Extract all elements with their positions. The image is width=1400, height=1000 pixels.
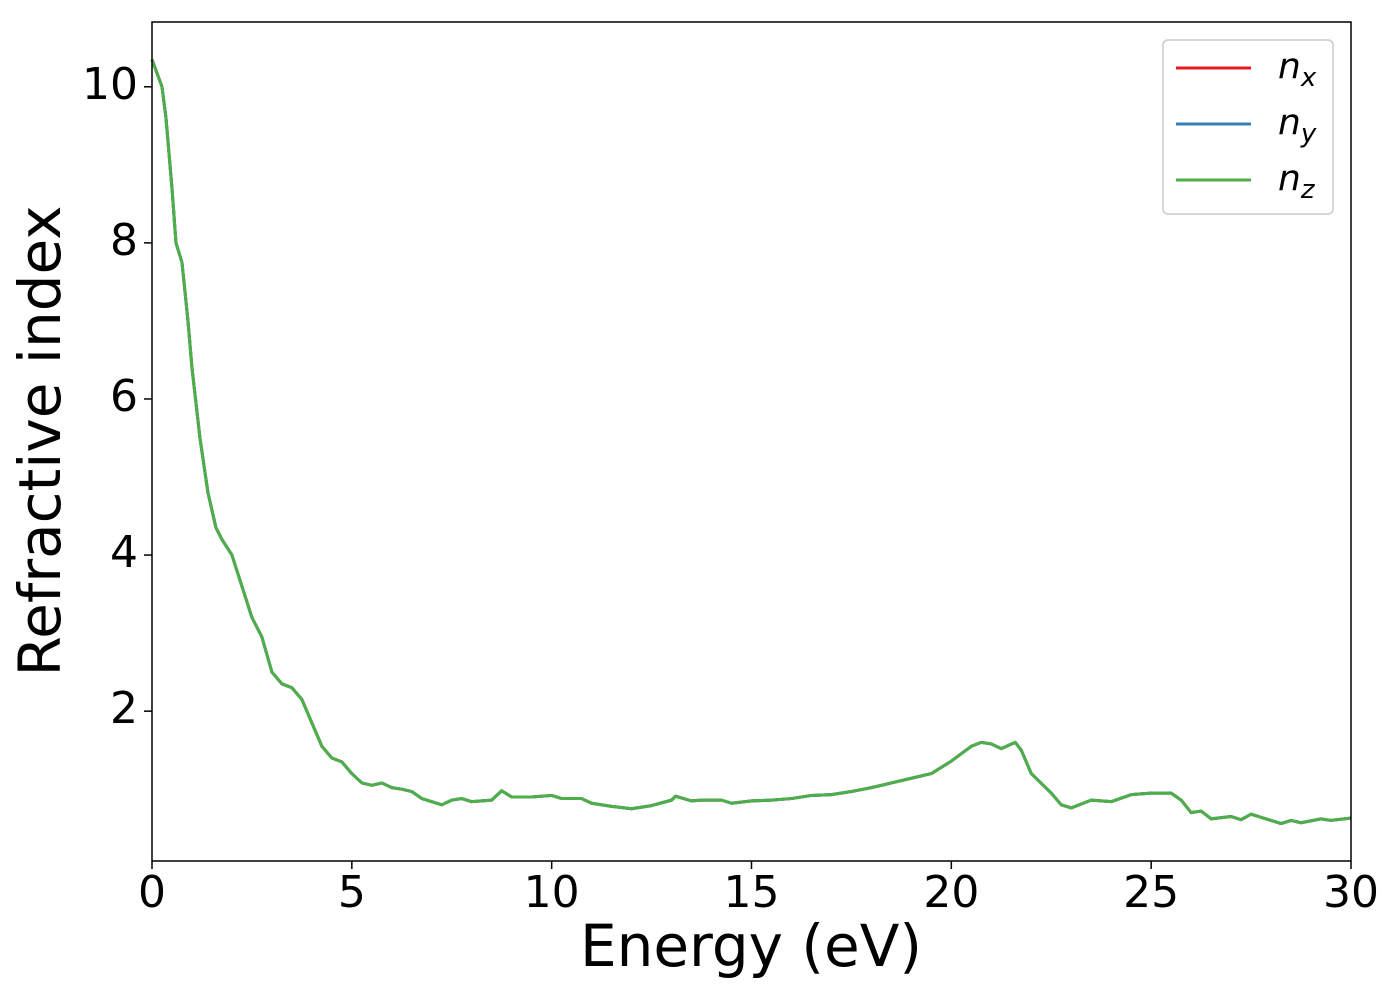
x-tick-label: 10 xyxy=(524,867,580,918)
x-tick-label: 5 xyxy=(338,867,366,918)
y-tick-label: 6 xyxy=(110,371,138,422)
x-tick-label: 0 xyxy=(138,867,166,918)
y-axis-label: Refractive index xyxy=(6,205,74,676)
x-axis-label: Energy (eV) xyxy=(580,912,922,980)
x-tick-label: 20 xyxy=(923,867,979,918)
y-tick-label: 10 xyxy=(82,59,138,110)
y-tick-label: 8 xyxy=(110,215,138,266)
y-tick-label: 2 xyxy=(110,683,138,734)
y-tick-label: 4 xyxy=(110,527,138,578)
x-tick-label: 25 xyxy=(1123,867,1179,918)
data-line xyxy=(150,58,1352,826)
plot-frame xyxy=(151,21,1352,862)
x-tick-label: 15 xyxy=(724,867,780,918)
legend-box xyxy=(1162,39,1334,215)
x-tick-label: 30 xyxy=(1323,867,1379,918)
